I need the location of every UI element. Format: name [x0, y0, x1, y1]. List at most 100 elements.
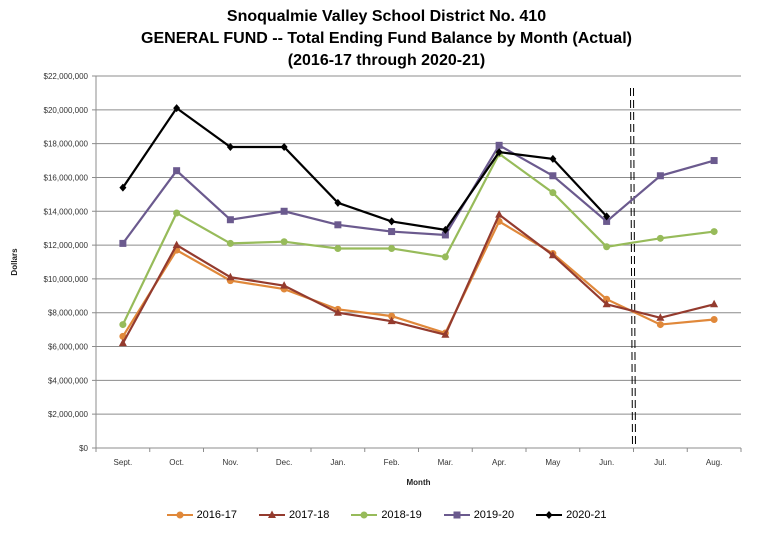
y-tick-label: $18,000,000 — [44, 140, 89, 149]
data-point — [441, 330, 450, 338]
legend: 2016-17 2017-18 2018-19 2019-20 2020-21 — [0, 509, 773, 521]
x-tick-label: Apr. — [492, 458, 506, 467]
legend-marker-icon — [166, 511, 193, 519]
data-point — [176, 511, 184, 519]
x-tick-label: Jun. — [599, 458, 614, 467]
data-point — [453, 511, 461, 519]
data-point — [603, 217, 611, 225]
data-point — [280, 238, 288, 246]
data-point — [548, 250, 557, 259]
y-tick-label: $4,000,000 — [48, 376, 89, 385]
legend-item: 2018-19 — [351, 509, 422, 521]
data-point — [656, 234, 664, 242]
data-point — [495, 148, 503, 157]
x-tick-label: May — [545, 458, 560, 467]
y-axis-label: Dollars — [10, 248, 19, 276]
data-point — [360, 511, 368, 519]
data-point — [545, 511, 553, 519]
data-point — [441, 253, 449, 261]
x-axis-label: Month — [407, 478, 431, 487]
data-point — [549, 189, 557, 197]
legend-label: 2020-21 — [566, 509, 607, 521]
x-tick-label: Jan. — [330, 458, 345, 467]
data-point — [602, 299, 611, 308]
x-tick-label: Oct. — [169, 458, 184, 467]
x-tick-label: Dec. — [276, 458, 292, 467]
series-line — [121, 143, 715, 245]
y-tick-label: $22,000,000 — [44, 72, 89, 81]
series-line — [121, 152, 715, 326]
fiscal-year-divider-line — [633, 87, 636, 449]
data-point — [656, 313, 665, 321]
data-point — [388, 244, 396, 252]
y-tick-label: $10,000,000 — [44, 275, 89, 284]
data-point — [710, 299, 719, 308]
data-point — [710, 228, 718, 236]
data-point — [280, 207, 288, 215]
data-point — [603, 295, 611, 303]
series-2020-21 — [119, 104, 611, 234]
data-point — [226, 143, 234, 152]
data-point — [387, 316, 396, 325]
data-point — [656, 172, 664, 180]
data-point — [388, 312, 396, 320]
fiscal-year-divider-line — [630, 87, 633, 449]
x-tick-label: Jul. — [654, 458, 666, 467]
data-point — [549, 154, 557, 163]
series-2018-19 — [119, 150, 718, 329]
legend-label: 2016-17 — [196, 509, 237, 521]
legend-marker-icon — [351, 511, 378, 519]
y-tick-label: $14,000,000 — [44, 207, 89, 216]
data-point — [549, 172, 557, 180]
y-tick-label: $6,000,000 — [48, 343, 89, 352]
legend-marker-icon — [536, 511, 563, 519]
series-2019-20 — [119, 141, 718, 247]
legend-item: 2016-17 — [166, 509, 237, 521]
data-point — [334, 198, 342, 207]
legend-item: 2019-20 — [443, 509, 514, 521]
data-point — [441, 225, 449, 234]
legend-label: 2018-19 — [381, 509, 422, 521]
data-point — [603, 212, 611, 221]
x-tick-label: Mar. — [438, 458, 454, 467]
y-tick-label: $16,000,000 — [44, 173, 89, 182]
data-point — [603, 243, 611, 251]
data-point — [226, 216, 234, 224]
legend-marker-icon — [443, 511, 470, 519]
chart-title-line3: (2016-17 through 2020-21) — [287, 52, 486, 69]
x-tick-label: Nov. — [222, 458, 238, 467]
y-tick-label: $0 — [79, 444, 88, 453]
data-point — [388, 228, 396, 236]
legend-item: 2020-21 — [536, 509, 606, 521]
data-point — [226, 272, 235, 281]
data-point — [495, 210, 504, 218]
y-tick-label: $8,000,000 — [48, 309, 89, 318]
series-2017-18 — [118, 210, 719, 347]
series-line — [121, 212, 715, 344]
legend-marker-icon — [258, 510, 285, 518]
chart-title-line1: Snoqualmie Valley School District No. 41… — [226, 8, 547, 25]
data-point — [710, 157, 718, 165]
data-point — [119, 321, 127, 329]
legend-label: 2017-18 — [288, 509, 330, 521]
data-point — [118, 338, 127, 347]
data-point — [172, 240, 181, 249]
data-point — [267, 510, 276, 518]
data-point — [173, 104, 181, 113]
x-tick-label: Feb. — [384, 458, 400, 467]
data-point — [334, 244, 342, 252]
data-point — [388, 217, 396, 226]
series-line — [121, 106, 608, 232]
x-tick-label: Sept. — [114, 458, 133, 467]
data-point — [280, 143, 288, 152]
data-point — [119, 239, 127, 247]
chart-title-line2: GENERAL FUND -- Total Ending Fund Balanc… — [141, 30, 632, 47]
data-point — [280, 281, 289, 289]
data-point — [710, 315, 718, 323]
legend-item: 2017-18 — [258, 509, 330, 521]
data-point — [441, 231, 449, 239]
data-point — [495, 141, 503, 149]
data-point — [333, 308, 342, 316]
